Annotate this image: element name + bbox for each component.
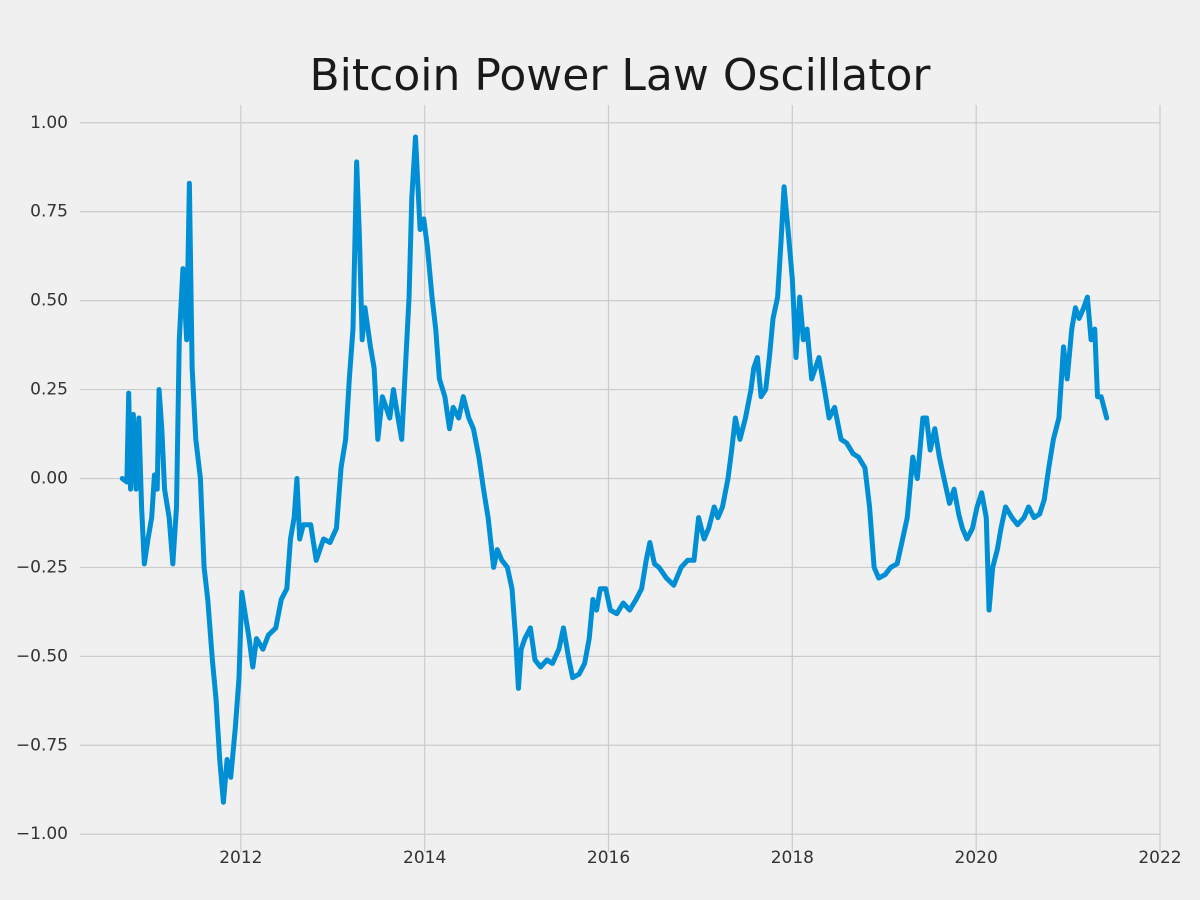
x-tick-label: 2012	[219, 848, 262, 868]
mark-layer	[119, 134, 1110, 805]
grid-layer	[80, 105, 1161, 852]
x-tick-label: 2016	[587, 848, 630, 868]
data-line	[119, 134, 1110, 805]
x-tick-label: 2018	[771, 848, 814, 868]
y-tick-label: 1.00	[30, 113, 68, 133]
y-tick-label: −0.25	[16, 557, 68, 577]
y-tick-label: −0.50	[16, 646, 68, 666]
y-tick-label: −1.00	[16, 824, 68, 844]
x-tick-label: 2014	[403, 848, 446, 868]
y-tick-label: −0.75	[16, 735, 68, 755]
y-tick-label: 0.50	[30, 291, 68, 311]
x-tick-label: 2022	[1138, 848, 1181, 868]
label-layer: −1.00 −0.75 −0.50 −0.25 0.00 0.25 0.50 0.75 1.00…	[16, 113, 1182, 868]
x-tick-label: 2020	[955, 848, 998, 868]
y-tick-label: 0.25	[30, 380, 68, 400]
y-tick-label: 0.00	[30, 469, 68, 489]
chart-title: Bitcoin Power Law Oscillator	[310, 50, 932, 101]
y-tick-label: 0.75	[30, 202, 68, 222]
